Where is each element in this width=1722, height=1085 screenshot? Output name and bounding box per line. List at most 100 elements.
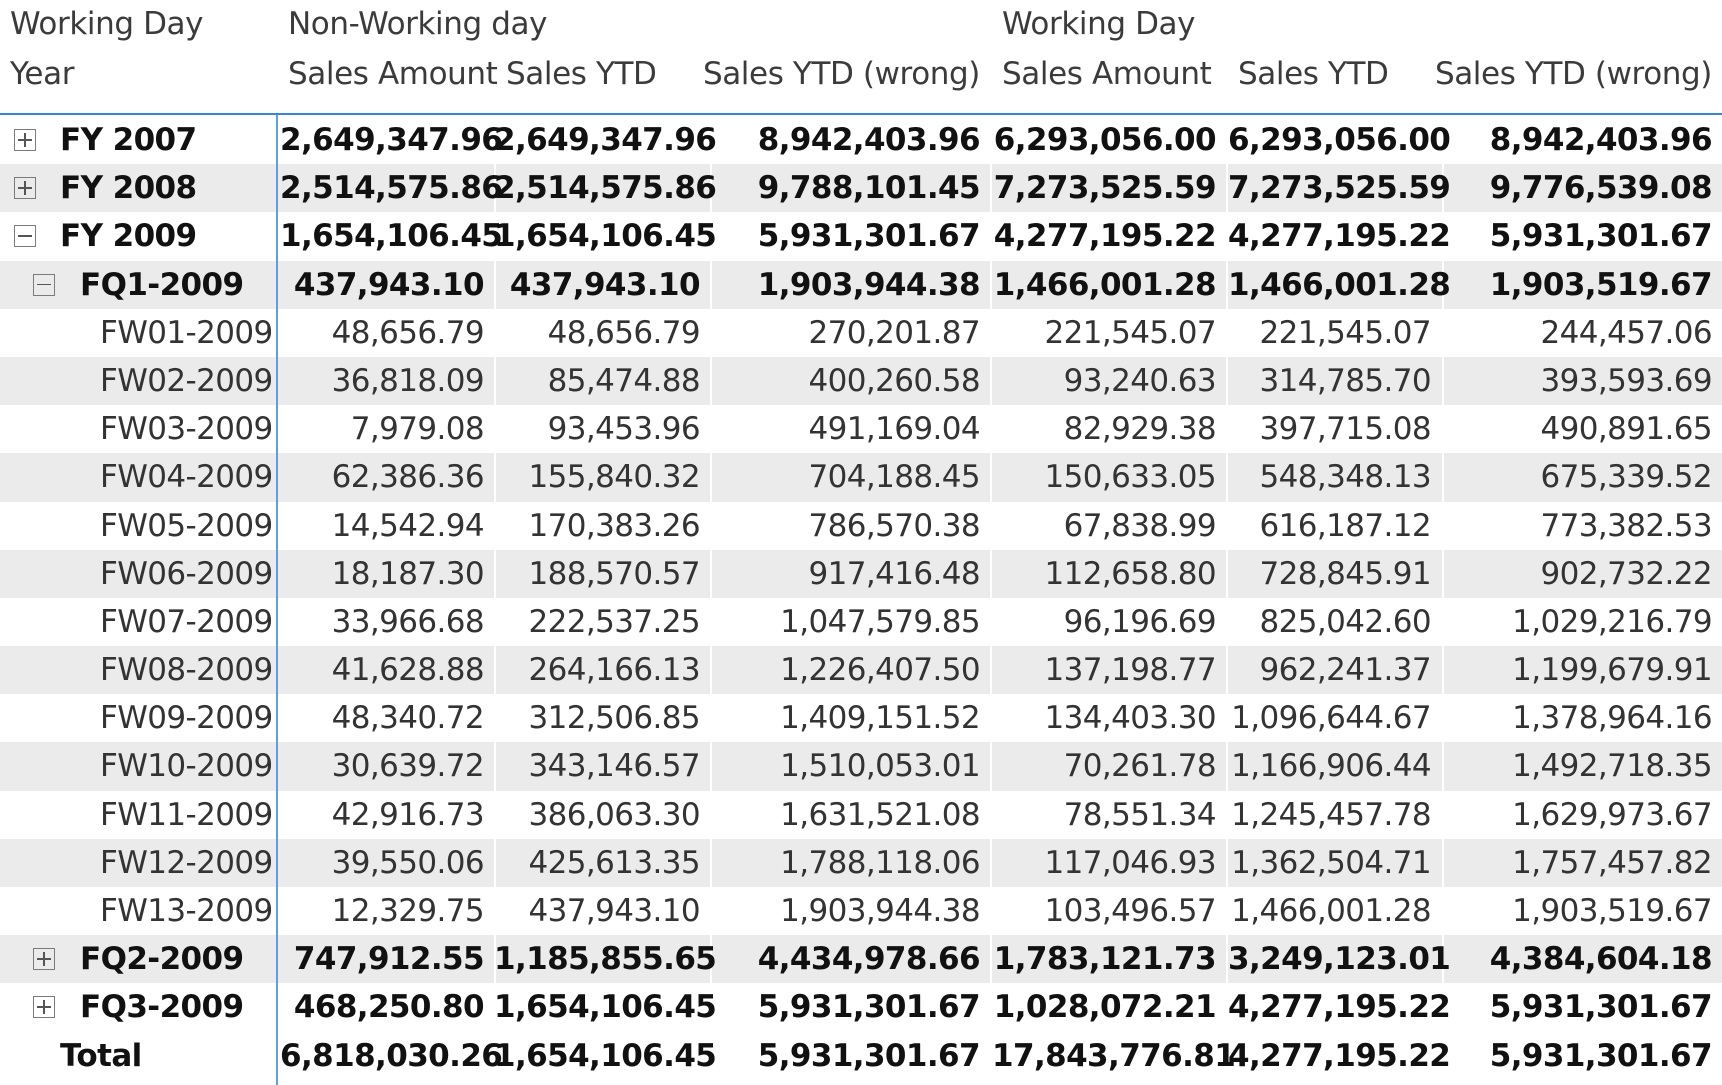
group-header-working-day[interactable]: Working Day xyxy=(1002,6,1196,42)
group-header-non-working-day[interactable]: Non-Working day xyxy=(288,6,548,42)
expand-plus-icon[interactable] xyxy=(33,948,55,971)
table-row[interactable]: FQ3-2009 468,250.80 1,654,106.45 5,931,301.… xyxy=(0,983,1722,1031)
column-divider xyxy=(990,935,992,984)
expand-plus-icon[interactable] xyxy=(14,129,36,151)
value-cell: 150,633.05 xyxy=(1044,459,1217,496)
value-cell: 67,838.99 xyxy=(1063,507,1217,544)
col-header-nw-sales-ytd-wrong[interactable]: Sales YTD (wrong) xyxy=(702,56,980,92)
table-row[interactable]: FW04-2009 62,386.36 155,840.32 704,188.45 15… xyxy=(0,453,1722,502)
header-underline xyxy=(0,113,1722,115)
value-cell: 1,629,973.67 xyxy=(1512,796,1712,833)
value-cell: 397,715.08 xyxy=(1259,411,1432,448)
value-cell: 1,903,519.67 xyxy=(1489,266,1713,303)
table-row[interactable]: FW02-2009 36,818.09 85,474.88 400,260.58 93,… xyxy=(0,356,1722,406)
value-cell: 1,096,644.67 xyxy=(1231,700,1431,737)
collapse-minus-icon[interactable] xyxy=(33,273,55,296)
expand-plus-icon[interactable] xyxy=(14,177,36,200)
value-cell: 62,386.36 xyxy=(331,459,485,496)
column-divider xyxy=(710,935,712,984)
table-row[interactable]: FW06-2009 18,187.30 188,570.57 917,416.48 11… xyxy=(0,549,1722,598)
value-cell: 437,943.10 xyxy=(509,266,701,303)
total-row[interactable]: Total 6,818,030.26 1,654,106.45 5,931,301.6… xyxy=(0,1032,1722,1080)
column-divider xyxy=(1442,549,1444,598)
column-divider xyxy=(710,838,712,887)
value-cell: 222,537.25 xyxy=(528,603,701,640)
column-divider xyxy=(1442,935,1444,984)
value-cell: 221,545.07 xyxy=(1259,314,1432,351)
corner-header-year[interactable]: Year xyxy=(10,56,75,92)
collapse-minus-icon[interactable] xyxy=(14,225,36,248)
value-cell: 9,788,101.45 xyxy=(757,170,981,207)
table-row[interactable]: FW05-2009 14,542.94 170,383.26 786,570.38 67… xyxy=(0,502,1722,550)
col-header-w-sales-amount[interactable]: Sales Amount xyxy=(1002,56,1212,92)
value-cell: 4,277,195.22 xyxy=(993,218,1217,255)
table-row[interactable]: FW01-2009 48,656.79 48,656.79 270,201.87 221… xyxy=(0,309,1722,357)
table-row[interactable]: FW11-2009 42,916.73 386,063.30 1,631,521.08… xyxy=(0,791,1722,839)
value-cell: 1,378,964.16 xyxy=(1512,700,1712,737)
value-cell: 1,654,106.45 xyxy=(280,218,503,255)
value-cell: 82,929.38 xyxy=(1063,411,1217,448)
column-divider xyxy=(1442,838,1444,887)
value-cell: 12,329.75 xyxy=(331,893,485,929)
value-cell: 1,654,106.45 xyxy=(494,989,717,1026)
column-divider xyxy=(710,742,712,791)
table-row[interactable]: FQ1-2009 437,943.10 437,943.10 1,903,944.38… xyxy=(0,260,1722,309)
table-row[interactable]: FY 2009 1,654,106.45 1,654,106.45 5,931,301… xyxy=(0,212,1722,260)
value-cell: 4,434,978.66 xyxy=(757,941,981,978)
row-header-label: FY 2008 xyxy=(60,170,197,207)
column-divider xyxy=(494,935,496,984)
table-row[interactable]: FQ2-2009 747,912.55 1,185,855.65 4,434,978.… xyxy=(0,935,1722,984)
row-header-label: FW02-2009 xyxy=(100,362,273,399)
value-cell: 437,943.10 xyxy=(528,893,701,929)
row-header-label: FW03-2009 xyxy=(100,411,273,448)
table-row[interactable]: FY 2007 2,649,347.96 2,649,347.96 8,942,403… xyxy=(0,116,1722,164)
expand-plus-icon[interactable] xyxy=(33,996,55,1019)
value-cell: 8,942,403.96 xyxy=(757,122,981,158)
column-divider xyxy=(494,356,496,406)
col-header-nw-sales-ytd[interactable]: Sales YTD xyxy=(506,56,657,92)
value-cell: 312,506.85 xyxy=(528,700,701,737)
column-divider xyxy=(494,164,496,213)
value-cell: 704,188.45 xyxy=(808,459,981,496)
column-divider xyxy=(710,549,712,598)
value-cell: 264,166.13 xyxy=(528,652,701,689)
row-header-label: FW05-2009 xyxy=(100,507,273,544)
row-header-label: FW04-2009 xyxy=(100,459,273,496)
table-row[interactable]: FW10-2009 30,639.72 343,146.57 1,510,053.01… xyxy=(0,742,1722,791)
value-cell: 170,383.26 xyxy=(528,507,701,544)
value-cell: 8,942,403.96 xyxy=(1489,122,1713,158)
row-header-label: FW06-2009 xyxy=(100,555,273,592)
table-row[interactable]: FY 2008 2,514,575.86 2,514,575.86 9,788,101… xyxy=(0,164,1722,213)
value-cell: 1,757,457.82 xyxy=(1512,844,1712,881)
value-cell: 917,416.48 xyxy=(808,555,981,592)
table-row[interactable]: FW03-2009 7,979.08 93,453.96 491,169.04 82,9… xyxy=(0,405,1722,453)
value-cell: 2,514,575.86 xyxy=(280,170,503,207)
column-divider xyxy=(710,356,712,406)
table-row[interactable]: FW13-2009 12,329.75 437,943.10 1,903,944.38… xyxy=(0,887,1722,935)
col-header-w-sales-ytd[interactable]: Sales YTD xyxy=(1238,56,1389,92)
corner-header-working-day: Working Day xyxy=(10,6,204,42)
value-cell: 314,785.70 xyxy=(1259,362,1432,399)
value-cell: 14,542.94 xyxy=(331,507,485,544)
table-row[interactable]: FW07-2009 33,966.68 222,537.25 1,047,579.85… xyxy=(0,598,1722,646)
value-cell: 1,654,106.45 xyxy=(494,218,717,255)
table-row[interactable]: FW09-2009 48,340.72 312,506.85 1,409,151.52… xyxy=(0,694,1722,742)
value-cell: 96,196.69 xyxy=(1063,603,1217,640)
value-cell: 773,382.53 xyxy=(1540,507,1713,544)
value-cell: 221,545.07 xyxy=(1044,314,1217,351)
col-header-nw-sales-amount[interactable]: Sales Amount xyxy=(288,56,498,92)
column-divider xyxy=(1442,356,1444,406)
value-cell: 33,966.68 xyxy=(331,603,485,640)
value-cell: 103,496.57 xyxy=(1044,893,1217,929)
col-header-w-sales-ytd-wrong[interactable]: Sales YTD (wrong) xyxy=(1434,56,1712,92)
column-divider xyxy=(710,646,712,695)
value-cell: 902,732.22 xyxy=(1540,555,1713,592)
table-row[interactable]: FW12-2009 39,550.06 425,613.35 1,788,118.06… xyxy=(0,838,1722,887)
column-divider xyxy=(1226,646,1228,695)
value-cell: 962,241.37 xyxy=(1259,652,1432,689)
column-header-row: Year Sales Amount Sales YTD Sales YTD (w… xyxy=(0,50,1722,98)
value-cell: 7,273,525.59 xyxy=(993,170,1217,207)
table-row[interactable]: FW08-2009 41,628.88 264,166.13 1,226,407.50… xyxy=(0,646,1722,695)
value-cell: 18,187.30 xyxy=(331,555,485,592)
matrix-body: FY 2007 2,649,347.96 2,649,347.96 8,942,403… xyxy=(0,116,1722,1080)
